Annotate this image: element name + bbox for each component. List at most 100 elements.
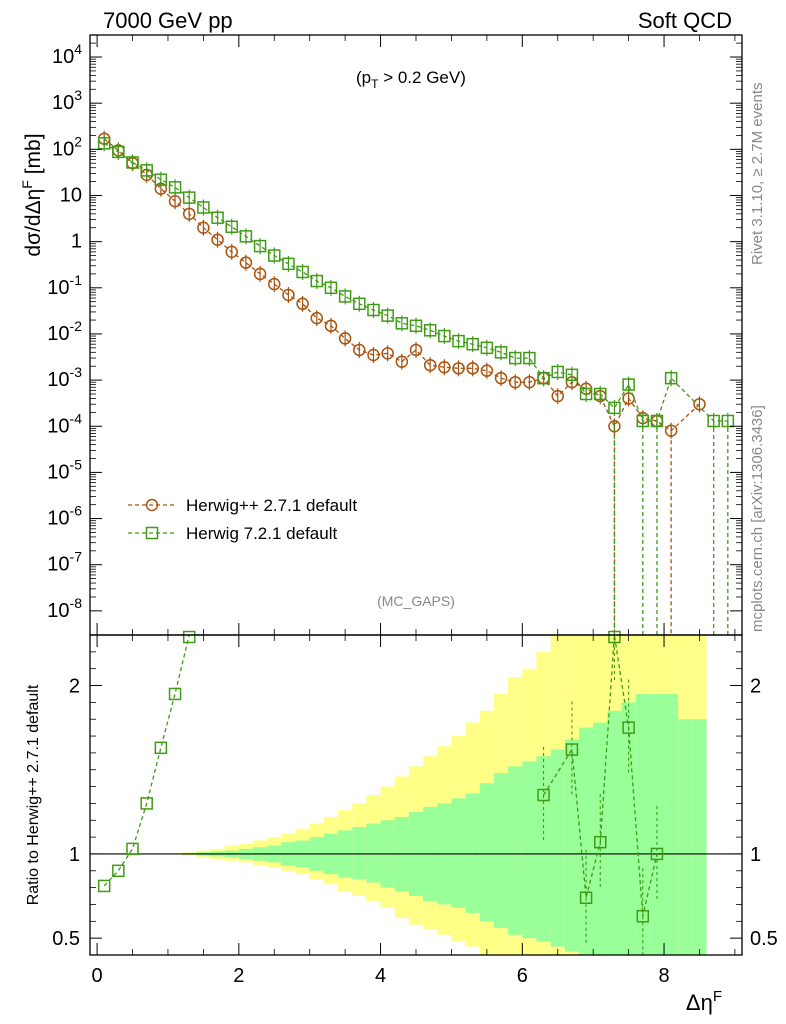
main-data-point	[353, 297, 366, 311]
main-data-point	[480, 364, 494, 377]
ratio-data-point	[565, 743, 579, 756]
main-data-point	[282, 288, 295, 302]
main-data-point	[579, 387, 593, 401]
main-data-point	[594, 387, 607, 401]
ratio-data-point	[650, 847, 664, 861]
main-data-point	[239, 230, 253, 243]
band-inner-bin	[564, 739, 579, 952]
main-data-point	[268, 249, 281, 262]
main-data-point	[168, 194, 182, 208]
ratio-data-point	[126, 842, 139, 856]
main-data-point	[452, 334, 465, 348]
main-series-1	[97, 130, 706, 439]
main-data-point	[381, 309, 394, 322]
main-data-point	[324, 281, 338, 295]
ratio-data-point	[97, 879, 111, 893]
main-data-point	[253, 267, 267, 281]
legend-label: Herwig++ 2.7.1 default	[186, 496, 357, 515]
main-ylabel: dσ/dΔηF [mb]	[19, 133, 45, 256]
ratio-xlabel: ΔηF	[686, 988, 722, 1015]
main-data-point	[338, 332, 352, 345]
main-data-point	[395, 317, 409, 330]
main-data-point	[367, 303, 380, 317]
ratio-ytick-label-right: 0.5	[750, 928, 778, 950]
main-data-point	[282, 257, 295, 271]
legend-label: Herwig 7.2.1 default	[186, 524, 337, 543]
main-data-point	[664, 371, 678, 385]
band-inner-bin	[352, 827, 367, 880]
main-data-point	[253, 239, 267, 253]
main-series-line	[103, 138, 700, 432]
main-data-point	[409, 319, 423, 333]
main-data-point	[140, 164, 153, 177]
band-inner-bin	[550, 749, 565, 947]
main-data-point	[537, 371, 550, 385]
ratio-xtick-label: 0	[92, 965, 103, 987]
ratio-data-point	[537, 788, 550, 802]
main-data-point	[508, 375, 522, 389]
main-ytick-label: 10-3	[47, 364, 82, 391]
main-data-point	[438, 329, 451, 343]
main-data-point	[296, 265, 309, 279]
main-data-point	[721, 414, 735, 428]
band-inner-bin	[579, 727, 594, 955]
main-data-point	[466, 362, 479, 375]
band-inner-bin	[664, 693, 679, 955]
main-ytick-label: 103	[52, 87, 82, 114]
ratio-xtick-label: 8	[658, 965, 669, 987]
ratio-data-point	[579, 891, 593, 904]
band-inner-bin	[536, 756, 551, 942]
main-data-point	[423, 324, 437, 337]
main-ytick-label: 102	[52, 133, 82, 160]
ratio-data-point	[140, 797, 153, 810]
ratio-data-point	[594, 835, 607, 849]
band-inner-bin	[465, 793, 480, 913]
main-data-point	[565, 368, 579, 382]
main-ytick-label: 10-2	[47, 318, 82, 345]
ratio-data-point	[622, 721, 635, 734]
main-ytick-label: 104	[52, 41, 82, 68]
header-right: Soft QCD	[638, 8, 732, 33]
ratio-series-line	[103, 634, 190, 887]
ratio-data-point	[168, 687, 182, 701]
main-data-point	[211, 233, 224, 246]
main-ytick-label: 10-7	[47, 549, 82, 576]
main-data-point	[650, 414, 664, 428]
main-data-point	[154, 173, 168, 186]
ratio-data-point	[154, 741, 168, 755]
main-data-point	[367, 348, 380, 362]
header-left: 7000 GeV pp	[103, 8, 233, 33]
band-inner-bin	[621, 702, 636, 955]
main-data-point	[551, 389, 564, 403]
main-data-point	[296, 297, 309, 311]
band-inner-bin	[607, 710, 622, 955]
main-plot-frame	[89, 34, 743, 636]
main-data-point	[338, 290, 352, 303]
ratio-data-point	[608, 630, 621, 644]
band-inner-bin	[678, 719, 693, 955]
rivet-label: Rivet 3.1.10, ≥ 2.7M events	[749, 83, 766, 266]
main-data-point	[452, 362, 465, 375]
analysis-watermark: (MC_GAPS)	[377, 593, 455, 609]
ratio-uncertainty-bands	[182, 635, 707, 955]
band-inner-bin	[522, 761, 537, 939]
mcplots-label: mcplots.cern.ch [arXiv:1306.3436]	[749, 405, 766, 632]
main-data-point	[409, 343, 423, 357]
main-ytick-label: 10-1	[47, 272, 82, 299]
main-plot	[97, 130, 735, 635]
main-data-point	[126, 156, 139, 169]
band-inner-bin	[635, 693, 650, 955]
band-inner-bin	[692, 719, 707, 955]
main-series-2	[97, 135, 735, 429]
main-data-point	[197, 201, 210, 214]
ratio-xtick-label: 6	[517, 965, 528, 987]
main-data-point	[551, 365, 564, 379]
legend-marker	[145, 526, 159, 540]
ratio-data-point	[182, 630, 196, 644]
main-data-point	[182, 207, 196, 221]
plot-frames: 10-810-710-610-510-410-310-210-111010210…	[19, 34, 778, 1015]
main-data-point	[211, 211, 224, 224]
main-data-point	[523, 375, 536, 389]
